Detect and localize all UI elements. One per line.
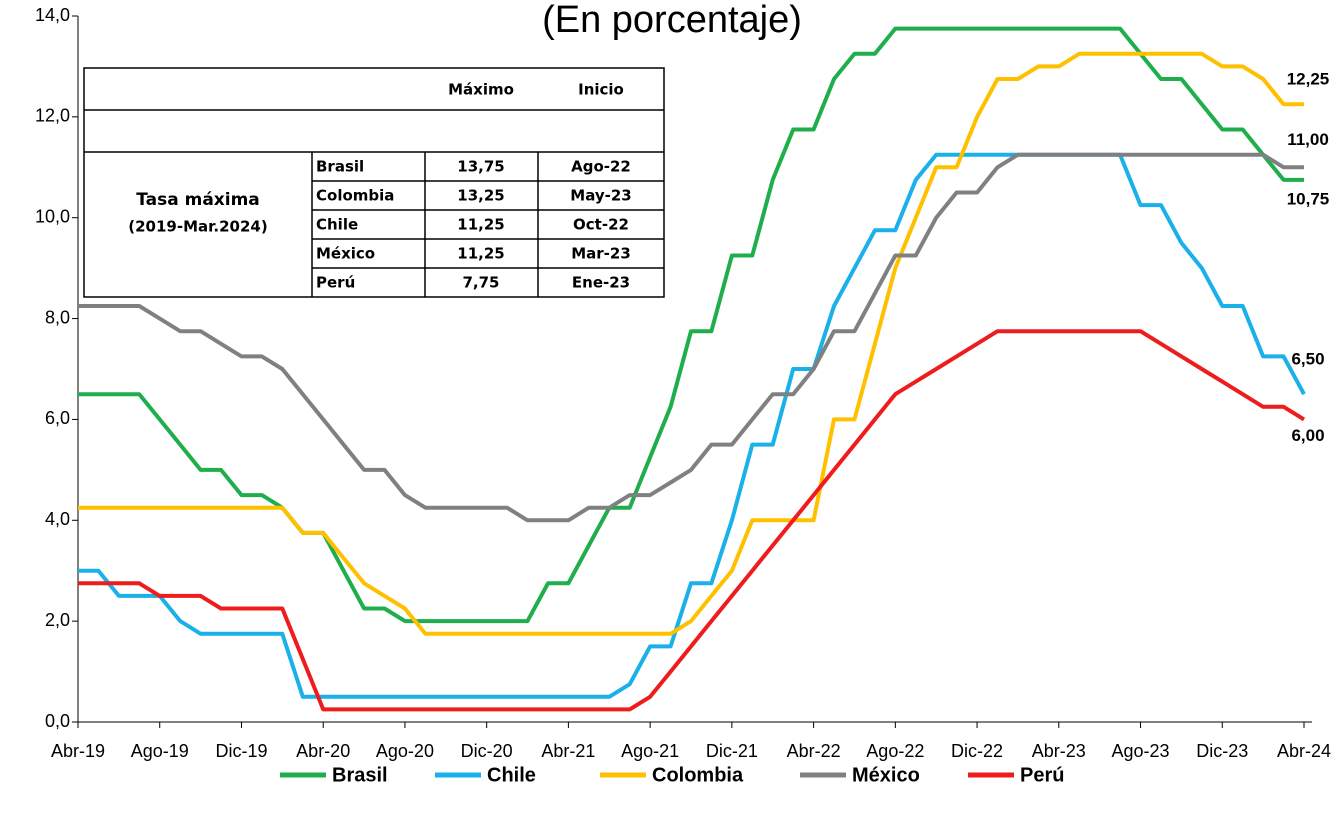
legend-label: Chile <box>487 764 536 786</box>
table-cell: 13,25 <box>457 187 504 205</box>
y-tick-label: 4,0 <box>45 509 70 529</box>
table-label: Tasa máxima <box>136 190 260 210</box>
table-cell: 13,75 <box>457 158 504 176</box>
x-tick-label: Ago-21 <box>621 741 679 761</box>
x-tick-label: Abr-22 <box>787 741 841 761</box>
y-tick-label: 0,0 <box>45 711 70 731</box>
x-tick-label: Ago-23 <box>1112 741 1170 761</box>
end-label: 6,00 <box>1291 426 1324 445</box>
x-tick-label: Abr-24 <box>1277 741 1331 761</box>
y-tick-label: 8,0 <box>45 307 70 327</box>
table-cell: May-23 <box>570 187 631 205</box>
table-frame <box>83 67 665 298</box>
x-tick-label: Dic-19 <box>215 741 267 761</box>
legend-label: Brasil <box>332 764 388 786</box>
x-tick-label: Abr-21 <box>541 741 595 761</box>
y-tick-label: 6,0 <box>45 408 70 428</box>
table-header: Inicio <box>578 81 624 99</box>
x-tick-label: Abr-23 <box>1032 741 1086 761</box>
table-cell: Chile <box>316 216 358 234</box>
table-cell: 7,75 <box>462 274 499 292</box>
summary-table <box>83 67 665 298</box>
table-cell: Perú <box>316 274 355 292</box>
table-cell: Mar-23 <box>571 245 631 263</box>
table-header: Máximo <box>448 81 514 99</box>
table-sublabel: (2019-Mar.2024) <box>128 218 267 236</box>
legend-label: México <box>852 764 920 786</box>
x-tick-label: Dic-21 <box>706 741 758 761</box>
series-line <box>78 329 1306 712</box>
table-cell: Brasil <box>316 158 364 176</box>
x-tick-label: Dic-23 <box>1196 741 1248 761</box>
y-tick-label: 10,0 <box>35 206 70 226</box>
end-label: 10,75 <box>1287 189 1330 208</box>
x-tick-label: Dic-22 <box>951 741 1003 761</box>
y-tick-label: 12,0 <box>35 106 70 126</box>
x-tick-label: Dic-20 <box>461 741 513 761</box>
table-cell: Ago-22 <box>571 158 631 176</box>
legend-label: Colombia <box>652 764 744 786</box>
table-cell: Oct-22 <box>573 216 629 234</box>
end-label: 11,00 <box>1287 130 1329 149</box>
table-cell: México <box>316 245 375 263</box>
table-cell: Ene-23 <box>572 274 630 292</box>
x-tick-label: Abr-20 <box>296 741 350 761</box>
series-line <box>78 152 1306 699</box>
end-label: 6,50 <box>1291 350 1324 369</box>
end-label: 12,25 <box>1287 70 1330 89</box>
series-line <box>78 152 1304 523</box>
x-tick-label: Ago-22 <box>866 741 924 761</box>
x-tick-label: Ago-19 <box>131 741 189 761</box>
x-tick-label: Ago-20 <box>376 741 434 761</box>
series-line <box>78 51 1304 636</box>
y-tick-label: 14,0 <box>35 5 70 25</box>
table-cell: Colombia <box>316 187 394 205</box>
table-cell: 11,25 <box>457 245 504 263</box>
y-tick-label: 2,0 <box>45 610 70 630</box>
series-line <box>78 26 1304 624</box>
table-cell: 11,25 <box>457 216 504 234</box>
legend-label: Perú <box>1020 764 1064 786</box>
chart-title: (En porcentaje) <box>542 0 802 41</box>
x-tick-label: Abr-19 <box>51 741 105 761</box>
